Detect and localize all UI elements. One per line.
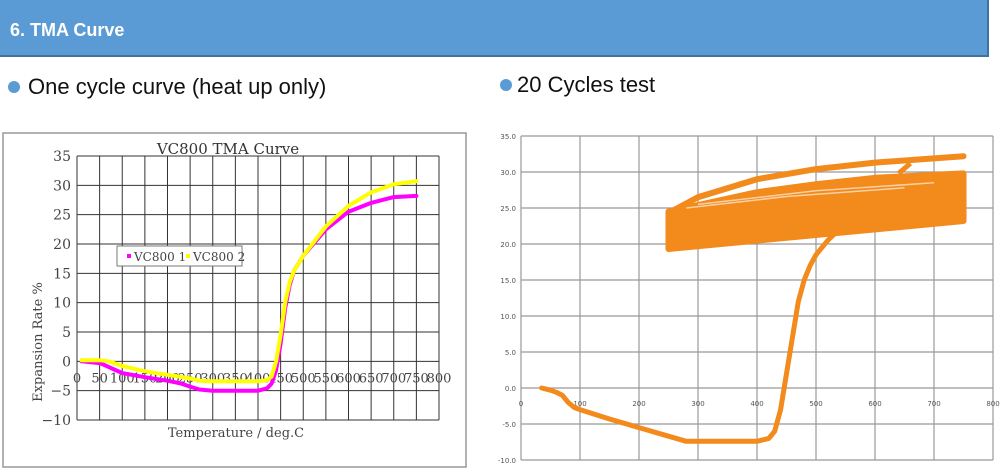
x-tick-label: 50 bbox=[91, 371, 108, 386]
y-tick-label: −10 bbox=[41, 413, 71, 429]
x-tick-label: 500 bbox=[291, 371, 316, 386]
x-tick-label: 700 bbox=[381, 371, 406, 386]
legend-label: VC800 2 bbox=[192, 250, 245, 264]
legend-marker-vc800-2 bbox=[186, 254, 190, 258]
section-header-banner: 6. TMA Curve bbox=[0, 0, 989, 57]
y-tick-label: -5.0 bbox=[502, 421, 516, 429]
x-tick-label: 500 bbox=[809, 400, 822, 408]
legend-box bbox=[116, 245, 243, 267]
bullet-dot-icon bbox=[8, 81, 20, 93]
bullet-label: One cycle curve (heat up only) bbox=[28, 74, 327, 99]
y-tick-label: 0.0 bbox=[505, 385, 516, 393]
y-axis-label: Expansion Rate % bbox=[31, 282, 46, 402]
x-tick-label: 400 bbox=[750, 400, 763, 408]
legend: VC800 1 VC800 2 bbox=[116, 245, 245, 267]
cycles-test-chart: 35.030.025.020.015.010.05.00.0-5.0-10.0 … bbox=[498, 133, 1000, 465]
x-tick-label: 100 bbox=[573, 400, 586, 408]
y-tick-label: 15.0 bbox=[500, 277, 516, 285]
series-line-vc800-2 bbox=[79, 179, 419, 384]
x-tick-label: 700 bbox=[927, 400, 940, 408]
series-line-first-heat-up bbox=[539, 232, 837, 444]
legend-marker-vc800-1 bbox=[127, 254, 131, 258]
legend-label: VC800 1 bbox=[133, 250, 186, 264]
y-tick-label: 20.0 bbox=[500, 241, 516, 249]
section-title: 6. TMA Curve bbox=[10, 20, 125, 40]
y-tick-label: 30.0 bbox=[500, 169, 516, 177]
y-tick-label: 5.0 bbox=[505, 349, 516, 357]
chart-title: VC800 TMA Curve bbox=[156, 140, 299, 158]
y-tick-label: 25 bbox=[53, 208, 71, 224]
x-tick-label: 800 bbox=[427, 371, 452, 386]
bullet-dot-icon bbox=[500, 79, 512, 91]
x-tick-label: 600 bbox=[868, 400, 881, 408]
x-axis-label: Temperature / deg.C bbox=[168, 426, 304, 441]
series-line-cycle-return bbox=[896, 161, 913, 176]
chart-frame bbox=[2, 132, 467, 468]
bullet-one-cycle: One cycle curve (heat up only) bbox=[8, 74, 326, 100]
cycle-streak bbox=[697, 182, 935, 206]
y-tick-label: 35.0 bbox=[500, 133, 516, 141]
x-tick-label: 350 bbox=[223, 371, 248, 386]
y-tick-label: -10.0 bbox=[498, 457, 516, 465]
x-tick-label: 300 bbox=[200, 371, 225, 386]
series-line-top-cycle bbox=[665, 153, 967, 216]
x-tick-label: 650 bbox=[359, 371, 384, 386]
x-tick-label: 600 bbox=[336, 371, 361, 386]
x-tick-label: 0 bbox=[519, 400, 523, 408]
x-tick-label: 0 bbox=[73, 371, 81, 386]
y-tick-label: 15 bbox=[53, 266, 71, 282]
y-tick-label: 0 bbox=[62, 354, 71, 370]
y-tick-label: −5 bbox=[50, 384, 71, 400]
cycle-streak bbox=[686, 187, 905, 209]
y-tick-label: 10.0 bbox=[500, 313, 516, 321]
cycles-band bbox=[665, 170, 967, 253]
y-tick-label: 20 bbox=[53, 237, 71, 253]
y-tick-label: 10 bbox=[53, 296, 71, 312]
x-tick-label: 550 bbox=[313, 371, 338, 386]
bullet-20-cycles: 20 Cycles test bbox=[500, 72, 655, 98]
x-tick-label: 200 bbox=[632, 400, 645, 408]
bullet-label: 20 Cycles test bbox=[517, 72, 656, 97]
x-tick-label: 800 bbox=[986, 400, 999, 408]
y-tick-label: 30 bbox=[53, 178, 71, 194]
x-tick-label: 300 bbox=[691, 400, 704, 408]
y-tick-label: 35 bbox=[53, 149, 71, 165]
x-tick-label: 750 bbox=[404, 371, 429, 386]
y-tick-label: 5 bbox=[62, 325, 71, 341]
y-tick-label: 25.0 bbox=[500, 205, 516, 213]
